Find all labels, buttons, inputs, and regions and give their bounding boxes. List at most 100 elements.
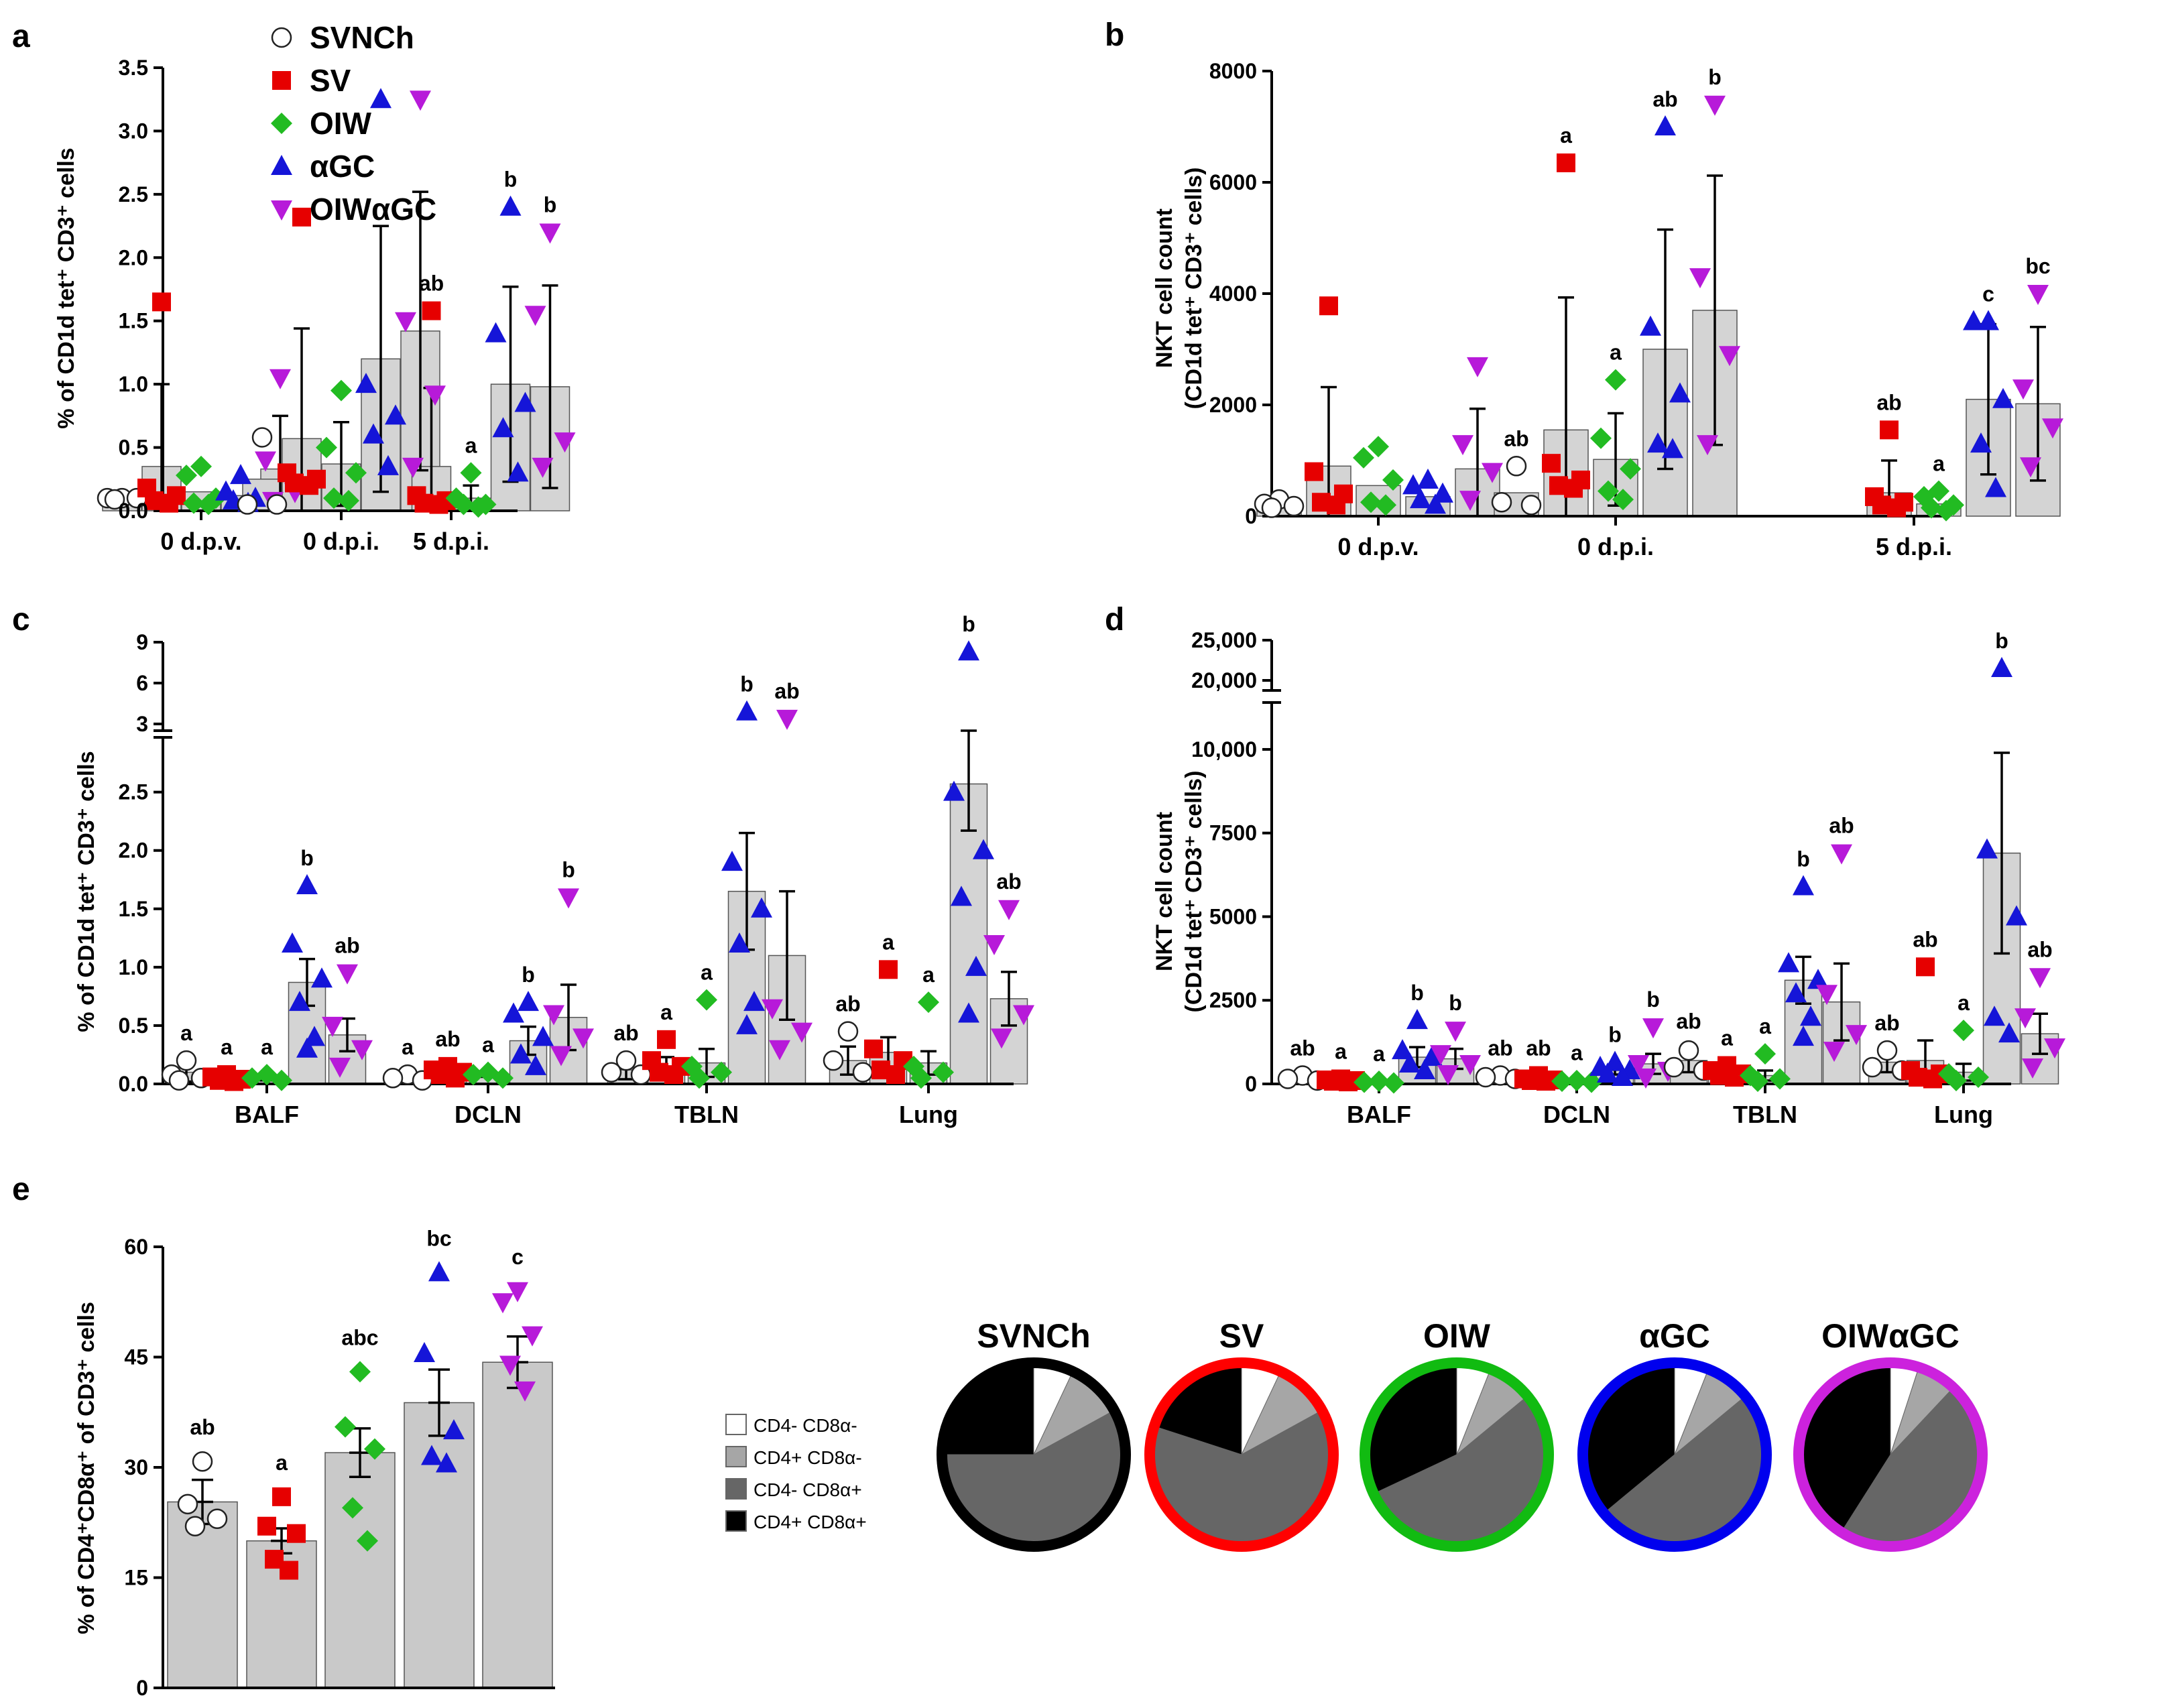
data-point-aGC: [230, 464, 251, 485]
data-point-OIWaGC: [524, 306, 546, 326]
data-point-OIWaGC: [1689, 268, 1711, 289]
bar-OIWaGC: [482, 1361, 553, 1689]
data-point-OIW: [696, 989, 717, 1011]
data-point-aGC: [1793, 875, 1814, 896]
data-point-SV: [280, 1561, 298, 1580]
data-point-OIW: [1368, 1071, 1390, 1093]
significance-label: ab: [2027, 937, 2052, 961]
data-point-SVNCh: [192, 1451, 213, 1472]
pie-ring: [1793, 1357, 1988, 1552]
data-point-OIW: [1945, 1070, 1967, 1092]
significance-label: bc: [426, 1226, 451, 1250]
data-point-OIWaGC: [1642, 1018, 1664, 1039]
data-point-OIW: [330, 379, 352, 402]
data-point-aGC: [751, 897, 772, 918]
data-point-OIW: [492, 1067, 514, 1089]
data-point-SV: [429, 495, 448, 514]
pie-legend-swatch: [725, 1414, 747, 1435]
data-point-aGC: [1647, 432, 1669, 453]
data-point-OIW: [190, 455, 212, 477]
data-point-aGC: [736, 1014, 758, 1034]
data-point-aGC: [304, 1026, 325, 1046]
bar-aGC: [949, 783, 988, 1085]
data-point-aGC: [532, 1026, 554, 1046]
data-point-OIW: [198, 493, 219, 515]
data-point-SVNCh: [237, 494, 258, 515]
data-point-OIWaGC: [514, 1381, 536, 1402]
significance-label: bc: [2025, 254, 2050, 278]
significance-label: ab: [1829, 814, 1854, 838]
data-point-SVNCh: [1876, 1040, 1898, 1061]
data-point-OIWaGC: [2012, 379, 2034, 400]
y-tick-label: 0.5: [119, 1014, 148, 1038]
legend-marker-SVNCh: [271, 27, 292, 48]
data-point-aGC: [1778, 952, 1799, 973]
significance-label: ab: [1290, 1036, 1315, 1060]
legend-marker-aGC: [271, 155, 292, 175]
data-point-OIWaGC: [1482, 463, 1503, 483]
data-point-SVNCh: [852, 1062, 874, 1083]
pie-title: OIW: [1423, 1317, 1491, 1355]
data-point-SVNCh: [382, 1068, 404, 1089]
y-axis-label: NKT cell count: [1152, 812, 1177, 971]
y-tick-label: 7500: [1209, 821, 1257, 845]
significance-label: ab: [613, 1021, 638, 1045]
significance-label: ab: [835, 992, 860, 1016]
significance-label: a: [1610, 341, 1622, 365]
pie-legend-swatch: [725, 1446, 747, 1467]
data-point-aGC: [1785, 982, 1807, 1003]
data-point-aGC: [1992, 387, 2014, 408]
data-point-OIW: [316, 436, 337, 459]
data-point-SVNCh: [104, 489, 125, 510]
data-point-SVNCh: [1862, 1056, 1883, 1078]
data-point-SV: [886, 1065, 905, 1085]
bar-aGC: [404, 1402, 475, 1689]
data-point-OIWaGC: [351, 1040, 373, 1060]
data-point-OIWaGC: [255, 451, 276, 472]
x-category-label: BALF: [1347, 1101, 1411, 1128]
data-point-SV: [1564, 479, 1583, 498]
data-point-OIWaGC: [2020, 457, 2041, 478]
y-tick-label: 1.0: [119, 955, 148, 979]
legend-marker-SV: [272, 71, 291, 90]
significance-label: a: [1933, 452, 1945, 476]
data-point-OIW: [364, 1438, 385, 1460]
data-point-OIWaGC: [1430, 1045, 1451, 1066]
data-point-SV: [300, 476, 318, 495]
y-tick-label: 3: [136, 712, 148, 736]
significance-label: a: [221, 1035, 233, 1059]
y-tick-label: 6000: [1209, 170, 1257, 194]
data-point-OIW: [345, 462, 367, 484]
x-category-label: TBLN: [1733, 1101, 1797, 1128]
data-point-OIWaGC: [983, 935, 1005, 956]
y-axis-label: NKT cell count: [1152, 208, 1177, 368]
data-point-SVNCh: [1261, 497, 1282, 518]
data-point-OIW: [910, 1067, 932, 1089]
data-point-SV: [152, 292, 171, 312]
data-point-aGC: [1800, 1005, 1821, 1026]
x-category-label: DCLN: [1543, 1101, 1610, 1128]
data-point-aGC: [1640, 315, 1661, 336]
data-point-SVNCh: [837, 1021, 859, 1042]
data-point-aGC: [1985, 477, 2006, 497]
significance-label: c: [1982, 282, 1994, 306]
data-point-OIW: [711, 1061, 732, 1083]
data-point-OIW: [1353, 446, 1374, 469]
data-point-OIW: [1551, 1071, 1573, 1093]
y-axis-label: (CD1d tet⁺ CD3⁺ cells): [1181, 168, 1207, 410]
data-point-OIWaGC: [1013, 1005, 1034, 1026]
data-point-SVNCh: [1506, 456, 1527, 477]
data-point-OIWaGC: [573, 1028, 594, 1049]
data-point-OIW: [1353, 1071, 1375, 1093]
data-point-SV: [864, 1039, 883, 1058]
data-point-OIW: [467, 496, 489, 518]
data-point-aGC: [1662, 438, 1683, 459]
data-point-OIWaGC: [499, 1355, 521, 1376]
data-point-OIWaGC: [1846, 1025, 1867, 1046]
data-point-aGC: [1402, 474, 1424, 495]
y-tick-label: 5000: [1209, 904, 1257, 928]
data-point-OIW: [335, 1416, 356, 1438]
y-tick-label: 1.5: [119, 309, 148, 333]
significance-label: a: [1373, 1042, 1385, 1066]
data-point-SVNCh: [1283, 495, 1305, 517]
